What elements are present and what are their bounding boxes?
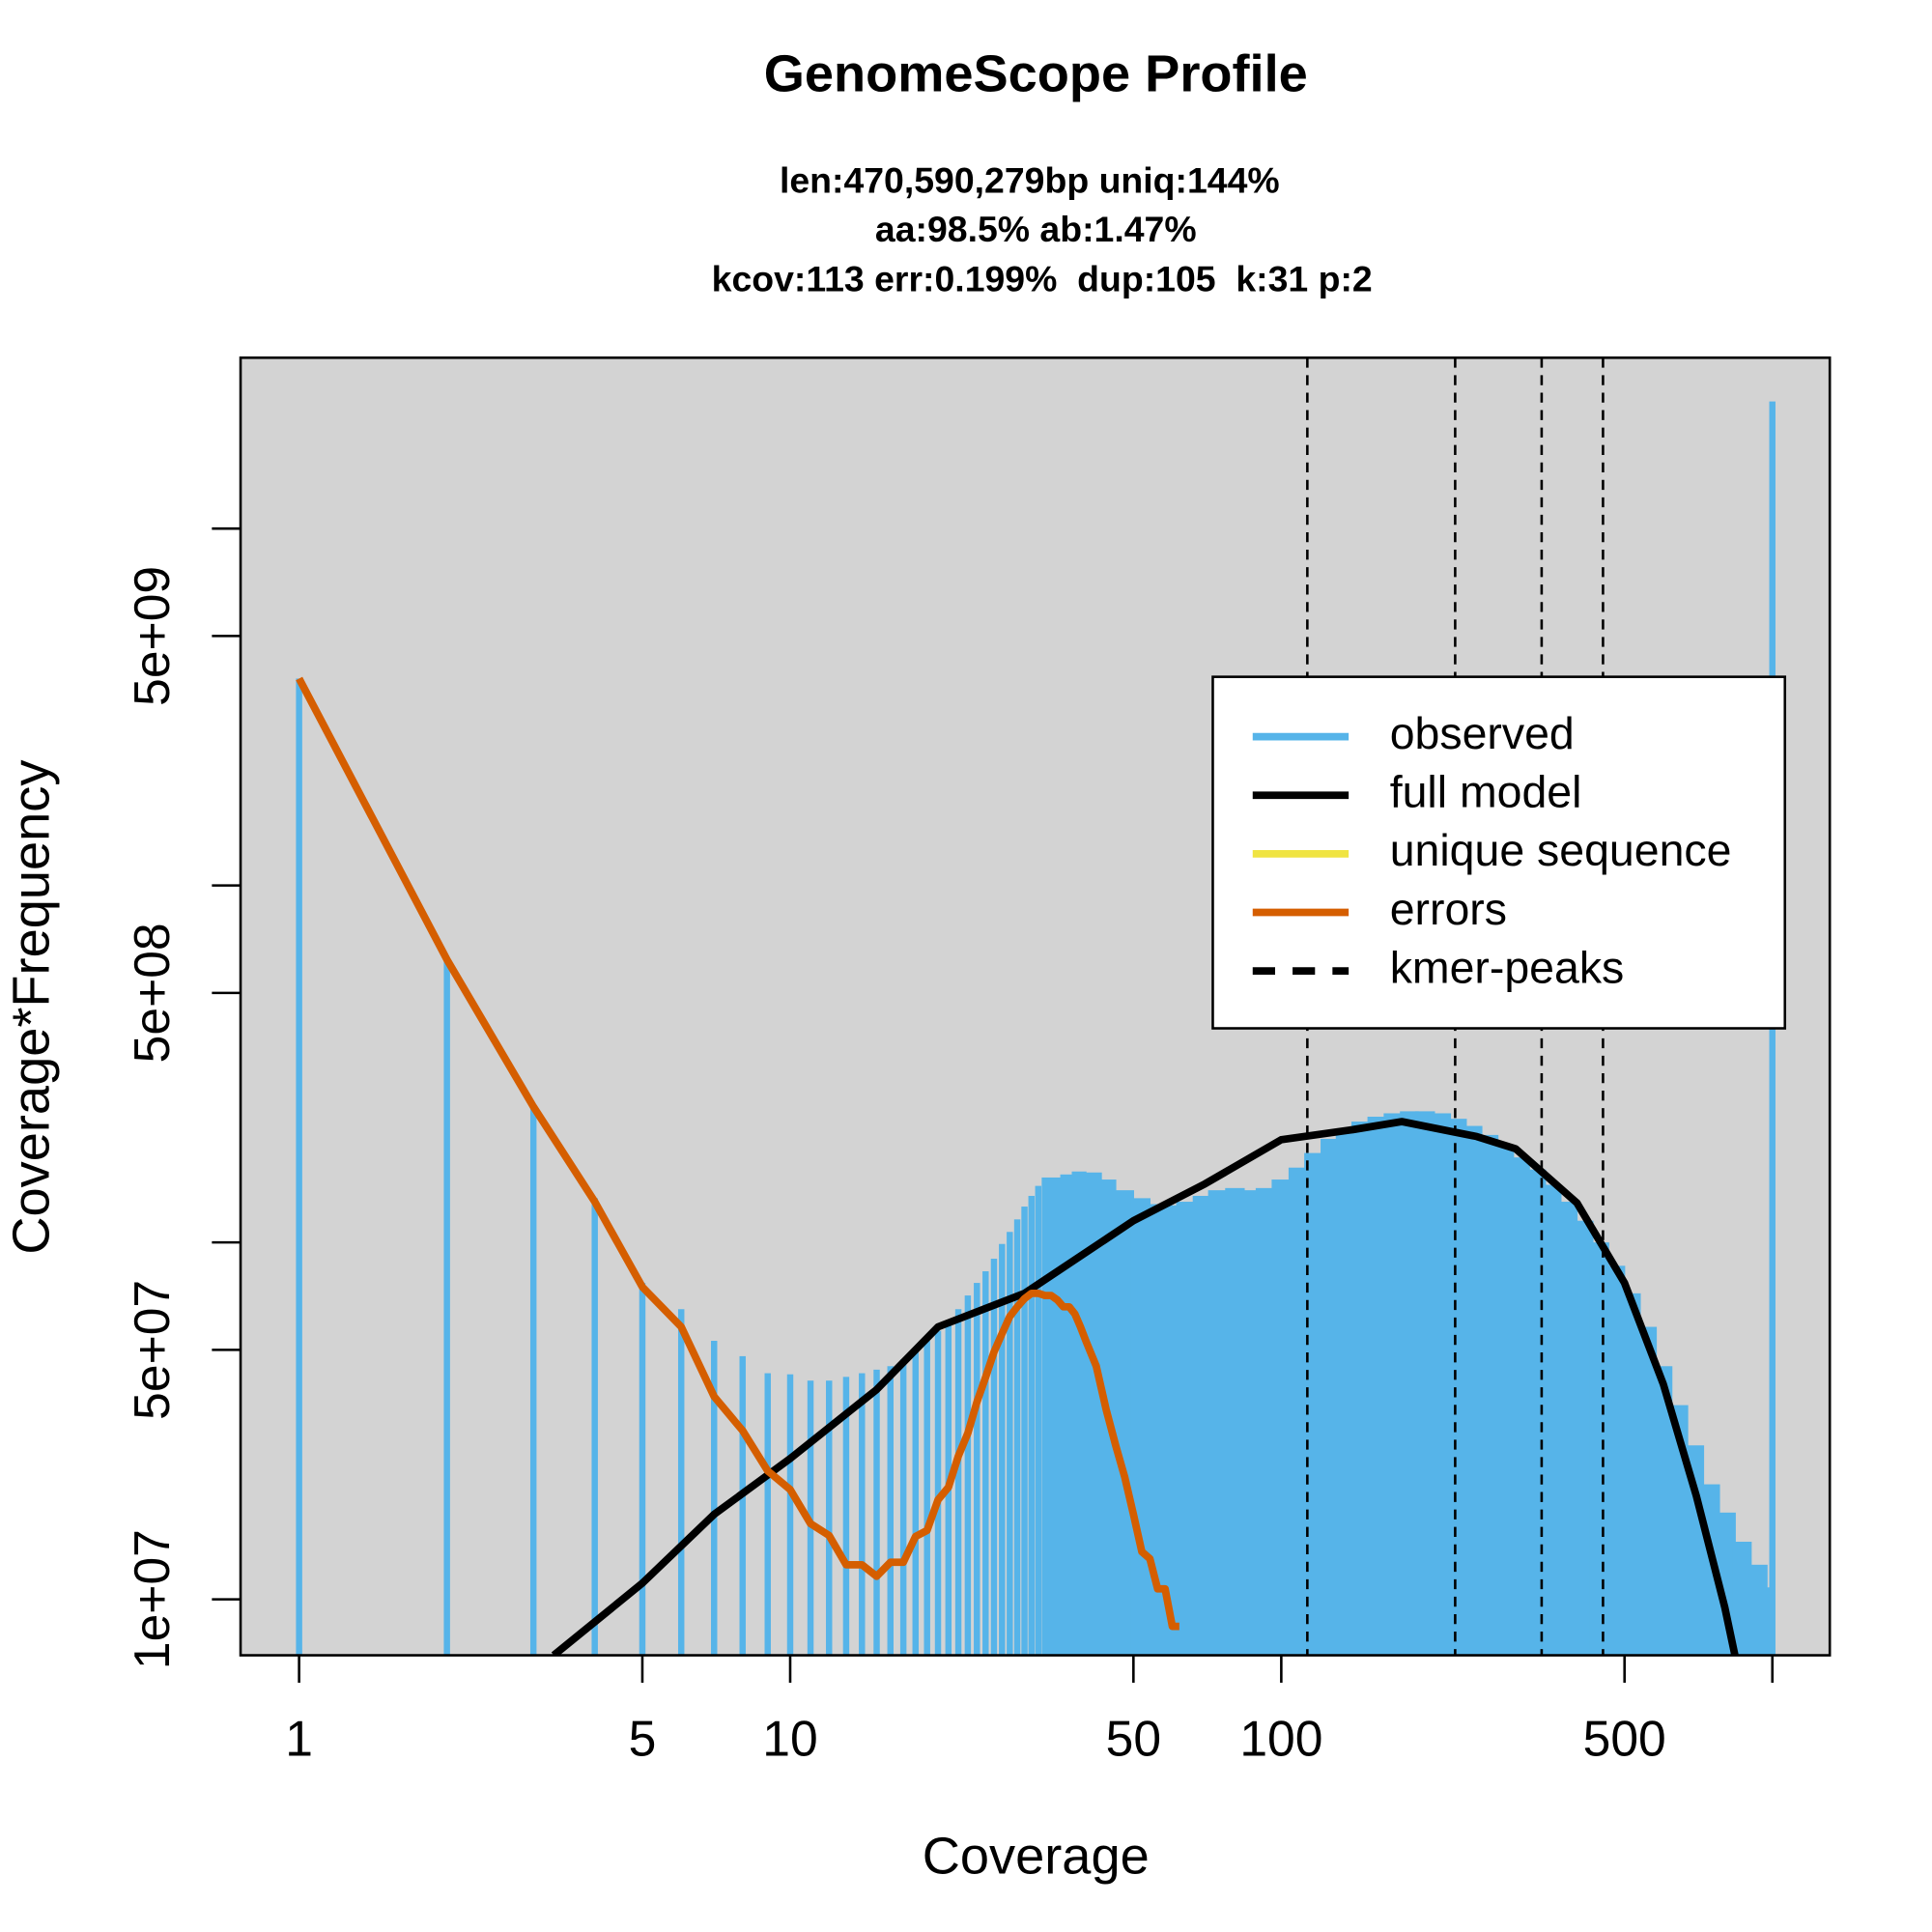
observed-bar [1747, 1564, 1768, 1656]
observed-bar [1447, 1119, 1467, 1656]
observed-bar [1035, 1185, 1042, 1656]
observed-bar [1589, 1242, 1609, 1656]
observed-bar [1028, 1195, 1036, 1656]
observed-bar [842, 1377, 850, 1656]
observed-bar [1321, 1138, 1340, 1656]
observed-bar [1431, 1113, 1452, 1656]
observed-bar [1653, 1366, 1673, 1656]
observed-bar [1636, 1326, 1658, 1656]
observed-bar [1021, 1207, 1028, 1656]
observed-bar [1557, 1202, 1578, 1656]
observed-bar [1383, 1113, 1405, 1656]
x-tick-label: 1 [285, 1711, 313, 1767]
observed-bar [296, 678, 302, 1656]
observed-bar [1494, 1146, 1515, 1656]
observed-bar [1271, 1179, 1293, 1656]
observed-bar [964, 1295, 972, 1656]
observed-bar [1013, 1219, 1021, 1656]
observed-bar [974, 1283, 980, 1656]
observed-bar [1147, 1204, 1166, 1656]
y-tick-label: 5e+08 [124, 923, 180, 1063]
observed-bar [1351, 1122, 1372, 1656]
plot-area [296, 357, 1776, 1656]
observed-bar [1288, 1167, 1308, 1656]
observed-bar [591, 1198, 598, 1656]
observed-bar [1763, 1587, 1774, 1656]
observed-bar [1208, 1190, 1230, 1656]
observed-bar [639, 1283, 646, 1656]
x-tick-label: 500 [1583, 1711, 1666, 1767]
chart-subtitle: aa:98.5% ab:1.47% [875, 209, 1197, 249]
observed-bar [1367, 1117, 1388, 1656]
legend-label: full model [1390, 766, 1582, 816]
x-tick-label: 5 [629, 1711, 657, 1767]
observed-bar [954, 1309, 962, 1656]
observed-bar [1130, 1198, 1151, 1656]
observed-bar [1414, 1111, 1435, 1656]
observed-bar [1668, 1405, 1689, 1656]
chart-title: GenomeScope Profile [764, 44, 1308, 102]
observed-bar [982, 1271, 989, 1656]
observed-bar [999, 1243, 1006, 1656]
observed-bar [1542, 1184, 1562, 1656]
observed-bar [887, 1366, 894, 1656]
x-tick-label: 10 [762, 1711, 817, 1767]
legend: observed full model unique sequence errors k… [1211, 675, 1787, 1030]
series-line [296, 676, 1179, 1631]
observed-bar [711, 1341, 718, 1656]
observed-bar [859, 1373, 866, 1656]
observed-bar [677, 1309, 685, 1656]
observed-bar [1082, 1172, 1102, 1656]
observed-bar [1255, 1187, 1276, 1656]
observed-bar [1574, 1220, 1594, 1656]
y-tick-label: 5e+07 [124, 1280, 180, 1420]
legend-label: observed [1390, 708, 1575, 758]
observed-bar [1304, 1152, 1324, 1656]
observed-bar [1400, 1111, 1419, 1656]
observed-bar [934, 1330, 942, 1656]
observed-bar [912, 1350, 919, 1656]
chart-subtitle: len:470,590,279bp uniq:144% [780, 160, 1280, 201]
observed-bar [1478, 1134, 1499, 1656]
y-tick-label: 5e+09 [124, 566, 180, 706]
observed-bar [1176, 1202, 1197, 1656]
series-line [551, 1118, 1739, 1656]
plot-frame [239, 356, 1832, 1657]
observed-bar [764, 1373, 771, 1656]
observed-bar [443, 959, 450, 1656]
observed-bar [786, 1374, 794, 1656]
observed-bar [1161, 1205, 1180, 1656]
x-tick-label: 100 [1239, 1711, 1322, 1767]
observed-bar [1510, 1157, 1530, 1656]
legend-label: kmer-peaks [1390, 942, 1625, 992]
observed-bar [529, 1106, 537, 1656]
observed-bar [899, 1359, 907, 1656]
observed-bar [1605, 1265, 1626, 1656]
observed-bar [1621, 1293, 1641, 1656]
observed-bar [1112, 1190, 1134, 1656]
chart-subtitle: kcov:113 err:0.199% dup:105 k:31 p:2 [712, 258, 1373, 298]
observed-bar [873, 1369, 880, 1656]
observed-bar [1007, 1232, 1013, 1656]
observed-bar [1192, 1195, 1212, 1656]
x-axis-label: Coverage [923, 1827, 1150, 1885]
y-tick-label: 1e+07 [124, 1529, 180, 1669]
observed-bar [1060, 1174, 1076, 1656]
observed-bar [990, 1259, 998, 1656]
y-axis-label: Coverage*Frequency [2, 760, 60, 1255]
observed-bar [826, 1380, 833, 1656]
observed-bar [923, 1341, 930, 1656]
legend-label: unique sequence [1390, 825, 1732, 875]
observed-bar [739, 1355, 746, 1656]
observed-bar [1732, 1542, 1752, 1656]
x-tick-label: 50 [1106, 1711, 1161, 1767]
legend-label: errors [1390, 884, 1507, 934]
observed-bar [1335, 1128, 1355, 1656]
observed-bar [1240, 1190, 1260, 1656]
observed-bar [1225, 1187, 1245, 1656]
observed-bar [1463, 1125, 1483, 1656]
